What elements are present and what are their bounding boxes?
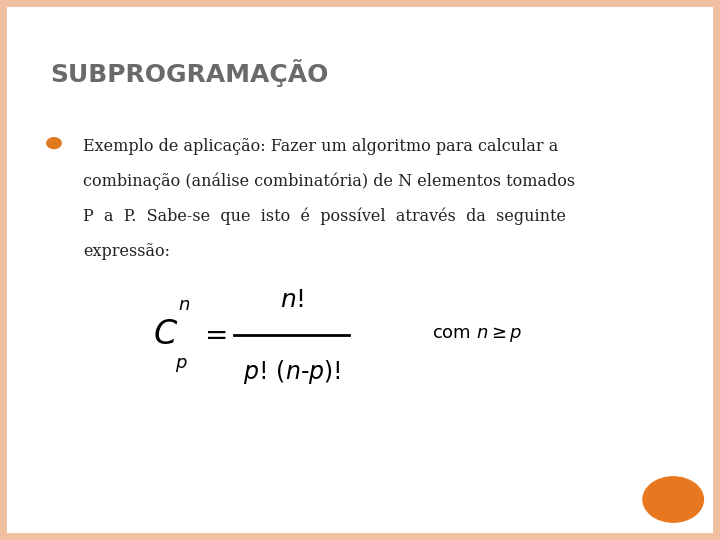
Text: $C$: $C$ — [153, 318, 178, 352]
Text: $n$: $n$ — [178, 296, 189, 314]
Text: $=$: $=$ — [199, 320, 226, 348]
Text: SUBPROGRAMAÇÃO: SUBPROGRAMAÇÃO — [50, 59, 329, 87]
Text: $n!$: $n!$ — [279, 288, 304, 312]
Text: P  a  P.  Sabe-se  que  isto  é  possível  através  da  seguinte: P a P. Sabe-se que isto é possível atrav… — [83, 208, 566, 225]
Text: $p!\,(n\text{-}p)!$: $p!\,(n\text{-}p)!$ — [243, 357, 341, 386]
Text: $p$: $p$ — [175, 355, 188, 374]
Text: Exemplo de aplicação: Fazer um algoritmo para calcular a: Exemplo de aplicação: Fazer um algoritmo… — [83, 138, 558, 154]
Text: combinação (análise combinatória) de N elementos tomados: combinação (análise combinatória) de N e… — [83, 173, 575, 190]
Text: expressão:: expressão: — [83, 243, 170, 260]
Text: com $n \geq p$: com $n \geq p$ — [432, 325, 522, 345]
Circle shape — [643, 477, 703, 522]
Circle shape — [47, 138, 61, 148]
